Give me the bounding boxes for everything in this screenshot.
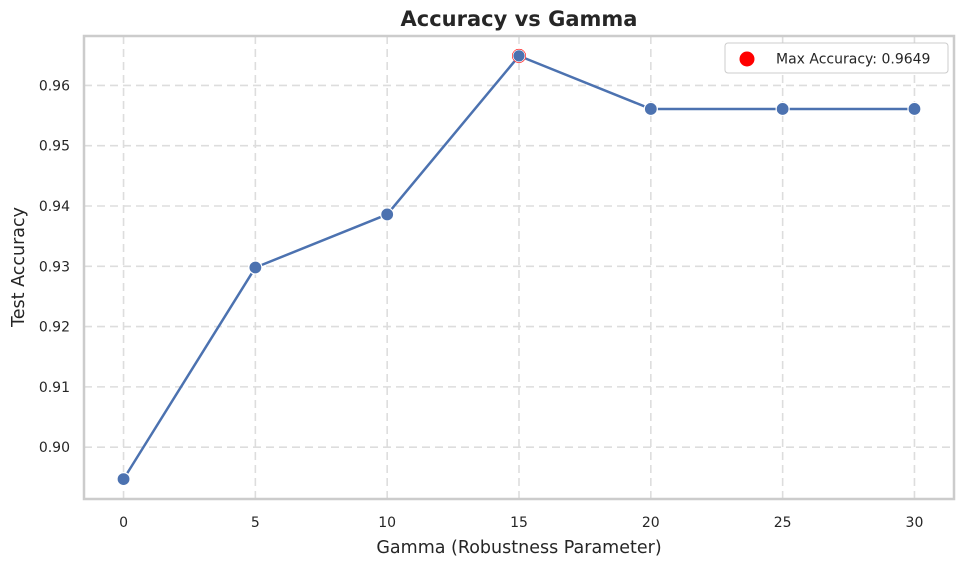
- data-point: [643, 101, 658, 117]
- x-tick-label: 25: [774, 515, 792, 531]
- data-point: [380, 207, 395, 222]
- data-point: [248, 260, 263, 275]
- y-tick-label: 0.91: [39, 380, 70, 396]
- y-tick-label: 0.90: [39, 440, 70, 456]
- x-tick-label: 30: [906, 515, 924, 531]
- y-tick-label: 0.93: [39, 259, 70, 275]
- x-axis-label: Gamma (Robustness Parameter): [376, 538, 661, 558]
- data-point: [116, 472, 131, 487]
- data-point: [907, 101, 922, 117]
- x-tick-label: 10: [378, 515, 396, 531]
- max-accuracy-point: [512, 49, 526, 63]
- data-point: [775, 101, 790, 117]
- plot-frame: [82, 34, 956, 501]
- tick-labels: 0 5 10 15 20 25 30 0.90 0.91 0.92 0.93 0.94 0.95 0.96: [39, 78, 924, 531]
- y-tick-label: 0.92: [39, 320, 70, 336]
- y-tick-label: 0.96: [39, 78, 70, 94]
- y-axis-label: Test Accuracy: [9, 207, 29, 328]
- y-tick-label: 0.95: [39, 139, 70, 155]
- legend-max-label: Max Accuracy: 0.9649: [776, 52, 930, 68]
- chart-title: Accuracy vs Gamma: [401, 7, 638, 31]
- legend-max-marker: [739, 51, 755, 67]
- x-tick-label: 15: [510, 515, 528, 531]
- x-tick-label: 0: [119, 515, 128, 531]
- x-tick-label: 20: [642, 515, 660, 531]
- data-points: [116, 48, 922, 487]
- y-tick-label: 0.94: [39, 199, 70, 215]
- plot-border: [82, 34, 956, 501]
- legend: Max Accuracy: 0.9649: [724, 42, 949, 74]
- x-tick-label: 5: [251, 515, 260, 531]
- legend-box: [724, 42, 949, 74]
- grid-lines: [84, 36, 954, 499]
